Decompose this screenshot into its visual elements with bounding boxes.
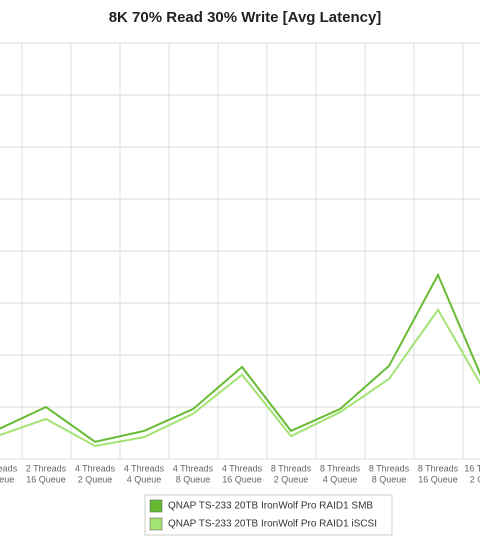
x-tick-label: 4 Threads — [222, 463, 263, 473]
x-tick-label: 8 Queue — [176, 474, 211, 484]
x-tick-label: 8 Queue — [0, 474, 14, 484]
x-tick-label: 2 Queue — [470, 474, 480, 484]
x-tick-label: 4 Queue — [127, 474, 162, 484]
legend-swatch — [149, 517, 163, 531]
x-tick-label: 8 Queue — [372, 474, 407, 484]
x-tick-label: 4 Threads — [75, 463, 116, 473]
x-tick-label: 8 Threads — [320, 463, 361, 473]
x-tick-label: 2 Queue — [78, 474, 113, 484]
x-tick-label: 2 Threads — [26, 463, 67, 473]
series-line — [0, 307, 480, 448]
x-tick-label: 8 Threads — [271, 463, 312, 473]
x-tick-label: 16 Threads — [464, 463, 480, 473]
legend-label: QNAP TS-233 20TB IronWolf Pro RAID1 iSCS… — [168, 519, 377, 530]
x-tick-label: 16 Queue — [222, 474, 262, 484]
legend-label: QNAP TS-233 20TB IronWolf Pro RAID1 SMB — [168, 501, 373, 512]
x-tick-label: 4 Queue — [323, 474, 358, 484]
x-tick-label: 4 Threads — [173, 463, 214, 473]
x-tick-label: 16 Queue — [418, 474, 458, 484]
x-tick-label: 2 Threads — [0, 463, 18, 473]
x-tick-label: 8 Threads — [418, 463, 459, 473]
legend-box — [144, 494, 393, 536]
chart-title: 8K 70% Read 30% Write [Avg Latency] — [109, 9, 382, 26]
x-tick-label: 16 Queue — [26, 474, 66, 484]
series-line — [0, 272, 480, 443]
x-tick-label: 4 Threads — [124, 463, 165, 473]
x-tick-label: 2 Queue — [274, 474, 309, 484]
legend-swatch — [149, 499, 163, 513]
x-tick-label: 8 Threads — [369, 463, 410, 473]
